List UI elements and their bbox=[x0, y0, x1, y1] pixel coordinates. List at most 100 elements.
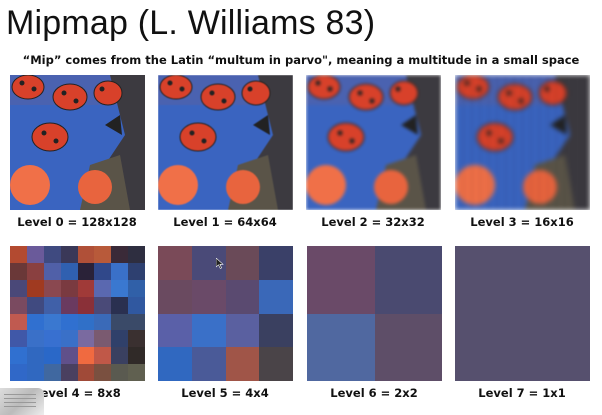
texel bbox=[259, 313, 293, 348]
texel bbox=[43, 262, 61, 280]
texel bbox=[128, 246, 145, 263]
texel bbox=[158, 347, 192, 381]
texel bbox=[158, 313, 192, 348]
texel bbox=[77, 246, 95, 263]
texel bbox=[94, 246, 112, 263]
texel bbox=[128, 262, 145, 280]
texel bbox=[10, 296, 27, 314]
texel bbox=[77, 364, 95, 381]
level-2-label: Level 2 = 32x32 bbox=[321, 215, 425, 229]
texel bbox=[94, 262, 112, 280]
mip-level-3-image bbox=[455, 75, 590, 210]
texel bbox=[26, 262, 44, 280]
texel bbox=[111, 313, 129, 331]
ladybug-photo bbox=[306, 75, 441, 210]
level-7-label: Level 7 = 1x1 bbox=[478, 386, 566, 400]
texel bbox=[43, 246, 61, 263]
mip-level-5-image bbox=[158, 246, 293, 381]
texel bbox=[225, 279, 260, 314]
texel bbox=[26, 296, 44, 314]
texel bbox=[43, 313, 61, 331]
texel bbox=[43, 330, 61, 348]
texel bbox=[60, 279, 78, 297]
texel bbox=[43, 296, 61, 314]
texel bbox=[77, 313, 95, 331]
texel bbox=[128, 330, 145, 348]
texel bbox=[60, 246, 78, 263]
texel bbox=[128, 347, 145, 365]
texel bbox=[10, 246, 27, 263]
texel bbox=[111, 364, 129, 381]
level-0-label: Level 0 = 128x128 bbox=[17, 215, 137, 229]
texel bbox=[158, 246, 192, 280]
mip-level-7-image bbox=[455, 246, 590, 381]
texel bbox=[191, 347, 226, 381]
texel bbox=[43, 364, 61, 381]
texel bbox=[26, 347, 44, 365]
texel bbox=[60, 296, 78, 314]
texel bbox=[77, 262, 95, 280]
mip-level-0-image bbox=[10, 75, 145, 210]
texel bbox=[77, 347, 95, 365]
mouse-cursor-icon bbox=[216, 258, 224, 269]
texel bbox=[307, 246, 375, 314]
texel bbox=[60, 330, 78, 348]
texel bbox=[26, 330, 44, 348]
texel bbox=[10, 262, 27, 280]
texel bbox=[60, 364, 78, 381]
texel bbox=[60, 262, 78, 280]
texel bbox=[94, 279, 112, 297]
texel bbox=[128, 364, 145, 381]
texel bbox=[111, 347, 129, 365]
texel bbox=[111, 246, 129, 263]
level-5-label: Level 5 = 4x4 bbox=[181, 386, 269, 400]
texel bbox=[455, 246, 590, 381]
slide-title: Mipmap (L. Williams 83) bbox=[6, 4, 376, 42]
texel bbox=[77, 330, 95, 348]
texel bbox=[259, 246, 293, 280]
texel bbox=[374, 313, 442, 381]
texel bbox=[77, 296, 95, 314]
ladybug-photo bbox=[455, 75, 590, 210]
webcam-overlay bbox=[0, 388, 44, 415]
texel bbox=[225, 246, 260, 280]
mip-level-1-image bbox=[158, 75, 293, 210]
texel bbox=[94, 330, 112, 348]
texel bbox=[94, 313, 112, 331]
texel bbox=[26, 279, 44, 297]
texel bbox=[94, 296, 112, 314]
texel bbox=[374, 246, 442, 314]
texel bbox=[60, 347, 78, 365]
ladybug-photo bbox=[10, 75, 145, 210]
level-1-label: Level 1 = 64x64 bbox=[173, 215, 277, 229]
texel bbox=[111, 262, 129, 280]
texel bbox=[307, 313, 375, 381]
texel bbox=[191, 313, 226, 348]
texel bbox=[128, 313, 145, 331]
texel bbox=[94, 347, 112, 365]
texel bbox=[94, 364, 112, 381]
texel bbox=[10, 313, 27, 331]
texel bbox=[10, 364, 27, 381]
texel bbox=[10, 347, 27, 365]
texel bbox=[259, 279, 293, 314]
texel bbox=[43, 347, 61, 365]
texel bbox=[225, 347, 260, 381]
texel bbox=[10, 330, 27, 348]
texel bbox=[225, 313, 260, 348]
texel bbox=[60, 313, 78, 331]
texel bbox=[259, 347, 293, 381]
texel bbox=[26, 364, 44, 381]
texel bbox=[111, 330, 129, 348]
level-6-label: Level 6 = 2x2 bbox=[330, 386, 418, 400]
texel bbox=[26, 246, 44, 263]
texel bbox=[111, 296, 129, 314]
mip-level-4-image bbox=[10, 246, 145, 381]
ladybug-photo bbox=[158, 75, 293, 210]
texel bbox=[111, 279, 129, 297]
texel bbox=[191, 279, 226, 314]
level-4-label: Level 4 = 8x8 bbox=[33, 386, 121, 400]
texel bbox=[43, 279, 61, 297]
texel bbox=[26, 313, 44, 331]
texel bbox=[128, 279, 145, 297]
